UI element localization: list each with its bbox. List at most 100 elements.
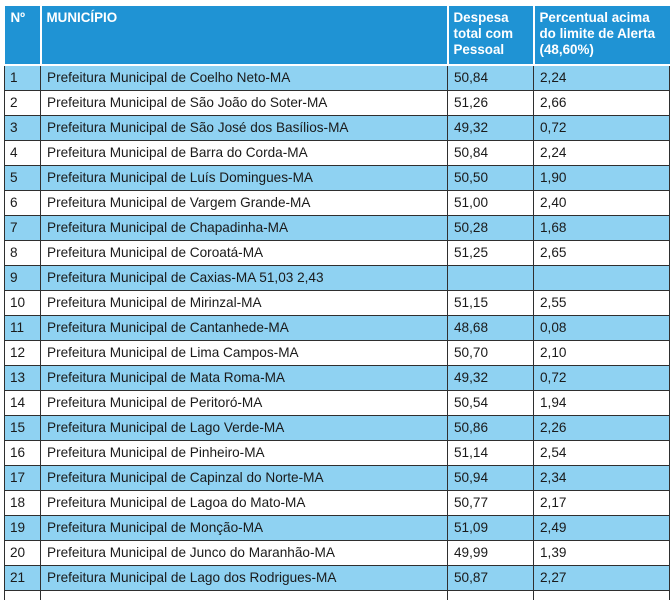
cell-percentual: 2,34 — [533, 465, 670, 491]
cell-municipio: Prefeitura Municipal de Lago Verde-MA — [40, 415, 448, 441]
cell-percentual: 2,55 — [533, 290, 670, 316]
table-row: 13 Prefeitura Municipal de Mata Roma-MA … — [4, 365, 670, 391]
cell-despesa: 50,54 — [447, 390, 534, 416]
cell-percentual: 0,08 — [533, 315, 670, 341]
cell-municipio: Prefeitura Municipal de Barra do Corda-M… — [40, 140, 448, 166]
cell-num: 19 — [4, 515, 41, 541]
cell-municipio: Prefeitura Municipal de Chapadinha-MA — [40, 215, 448, 241]
cell-percentual: 2,24 — [533, 65, 670, 91]
cell-municipio: Prefeitura Municipal de Junco do Maranhã… — [40, 540, 448, 566]
cell-despesa: 50,94 — [447, 465, 534, 491]
cell-despesa: 51,09 — [447, 515, 534, 541]
table-row: 11 Prefeitura Municipal de Cantanhede-MA… — [4, 315, 670, 341]
cell-percentual: 1,68 — [533, 215, 670, 241]
cell-municipio: Prefeitura Municipal de Lagoa do Mato-MA — [40, 490, 448, 516]
cell-despesa: 50,77 — [447, 490, 534, 516]
cell-despesa: 51,26 — [447, 90, 534, 116]
table-row: 10 Prefeitura Municipal de Mirinzal-MA 5… — [4, 290, 670, 316]
cell-municipio: Prefeitura Municipal de Peritoró-MA — [40, 390, 448, 416]
cell-num: 1 — [4, 65, 41, 91]
cell-despesa: 48,68 — [447, 315, 534, 341]
cell-num: 11 — [4, 315, 41, 341]
table-row — [4, 590, 670, 600]
cell-percentual — [533, 265, 670, 291]
cell-num: 15 — [4, 415, 41, 441]
cell-despesa: 50,50 — [447, 165, 534, 191]
cell-percentual: 1,90 — [533, 165, 670, 191]
percentual-header-line: do limite de Alerta — [539, 26, 656, 41]
table-row: 20 Prefeitura Municipal de Junco do Mara… — [4, 540, 670, 566]
table-row: 15 Prefeitura Municipal de Lago Verde-MA… — [4, 415, 670, 441]
table-row: 19 Prefeitura Municipal de Monção-MA 51,… — [4, 515, 670, 541]
cell-municipio: Prefeitura Municipal de Lago dos Rodrigu… — [40, 565, 448, 591]
cell-num: 9 — [4, 265, 41, 291]
cell-despesa: 50,84 — [447, 140, 534, 166]
header-row: Nº MUNICÍPIO Despesa total com Pessoal P… — [4, 6, 670, 66]
cell-municipio: Prefeitura Municipal de Lima Campos-MA — [40, 340, 448, 366]
cell-despesa: 51,25 — [447, 240, 534, 266]
cell-despesa: 50,84 — [447, 65, 534, 91]
cell-municipio: Prefeitura Municipal de Cantanhede-MA — [40, 315, 448, 341]
cell-municipio: Prefeitura Municipal de São José dos Bas… — [40, 115, 448, 141]
table-row: 21 Prefeitura Municipal de Lago dos Rodr… — [4, 565, 670, 591]
table-row: 3 Prefeitura Municipal de São José dos B… — [4, 115, 670, 141]
cell-despesa: 49,99 — [447, 540, 534, 566]
cell-num: 7 — [4, 215, 41, 241]
cell-despesa: 50,86 — [447, 415, 534, 441]
table-row: 6 Prefeitura Municipal de Vargem Grande-… — [4, 190, 670, 216]
cell-despesa: 50,28 — [447, 215, 534, 241]
cell-despesa: 50,87 — [447, 565, 534, 591]
cell-num: 6 — [4, 190, 41, 216]
cell-percentual: 2,40 — [533, 190, 670, 216]
table-row: 16 Prefeitura Municipal de Pinheiro-MA 5… — [4, 440, 670, 466]
cell-municipio: Prefeitura Municipal de Luís Domingues-M… — [40, 165, 448, 191]
cell-percentual: 2,24 — [533, 140, 670, 166]
cell-despesa: 49,32 — [447, 115, 534, 141]
table-row: 14 Prefeitura Municipal de Peritoró-MA 5… — [4, 390, 670, 416]
cell-municipio: Prefeitura Municipal de Coelho Neto-MA — [40, 65, 448, 91]
cell-percentual: 2,17 — [533, 490, 670, 516]
cell-num: 8 — [4, 240, 41, 266]
cell-municipio — [40, 590, 448, 600]
cell-num: 4 — [4, 140, 41, 166]
table-row: 9 Prefeitura Municipal de Caxias-MA 51,0… — [4, 265, 670, 291]
despesa-header-line: Despesa — [453, 10, 509, 25]
cell-municipio: Prefeitura Municipal de Coroatá-MA — [40, 240, 448, 266]
table-row: 12 Prefeitura Municipal de Lima Campos-M… — [4, 340, 670, 366]
cell-num: 20 — [4, 540, 41, 566]
cell-percentual: 0,72 — [533, 115, 670, 141]
cell-num — [4, 590, 41, 600]
cell-municipio: Prefeitura Municipal de Vargem Grande-MA — [40, 190, 448, 216]
cell-despesa — [447, 590, 534, 600]
cell-percentual: 1,39 — [533, 540, 670, 566]
table-row: 17 Prefeitura Municipal de Capinzal do N… — [4, 465, 670, 491]
percentual-header-line: (48,60%) — [539, 42, 594, 57]
cell-num: 10 — [4, 290, 41, 316]
cell-percentual: 2,27 — [533, 565, 670, 591]
cell-despesa: 51,15 — [447, 290, 534, 316]
table-row: 1 Prefeitura Municipal de Coelho Neto-MA… — [4, 65, 670, 91]
cell-percentual: 0,72 — [533, 365, 670, 391]
table-row: 2 Prefeitura Municipal de São João do So… — [4, 90, 670, 116]
table-body: 1 Prefeitura Municipal de Coelho Neto-MA… — [4, 65, 670, 600]
table-header: Nº MUNICÍPIO Despesa total com Pessoal P… — [4, 6, 670, 66]
cell-percentual: 2,49 — [533, 515, 670, 541]
table-row: 4 Prefeitura Municipal de Barra do Corda… — [4, 140, 670, 166]
cell-despesa: 51,00 — [447, 190, 534, 216]
cell-num: 12 — [4, 340, 41, 366]
cell-num: 14 — [4, 390, 41, 416]
cell-num: 13 — [4, 365, 41, 391]
cell-municipio: Prefeitura Municipal de Capinzal do Nort… — [40, 465, 448, 491]
despesa-header-line: total com — [453, 26, 514, 41]
column-header-despesa: Despesa total com Pessoal — [447, 6, 535, 66]
cell-municipio: Prefeitura Municipal de São João do Sote… — [40, 90, 448, 116]
despesa-header-line: Pessoal — [453, 42, 505, 57]
cell-percentual: 2,54 — [533, 440, 670, 466]
cell-municipio: Prefeitura Municipal de Monção-MA — [40, 515, 448, 541]
cell-num: 18 — [4, 490, 41, 516]
cell-num: 17 — [4, 465, 41, 491]
cell-num: 16 — [4, 440, 41, 466]
cell-despesa: 49,32 — [447, 365, 534, 391]
cell-num: 3 — [4, 115, 41, 141]
